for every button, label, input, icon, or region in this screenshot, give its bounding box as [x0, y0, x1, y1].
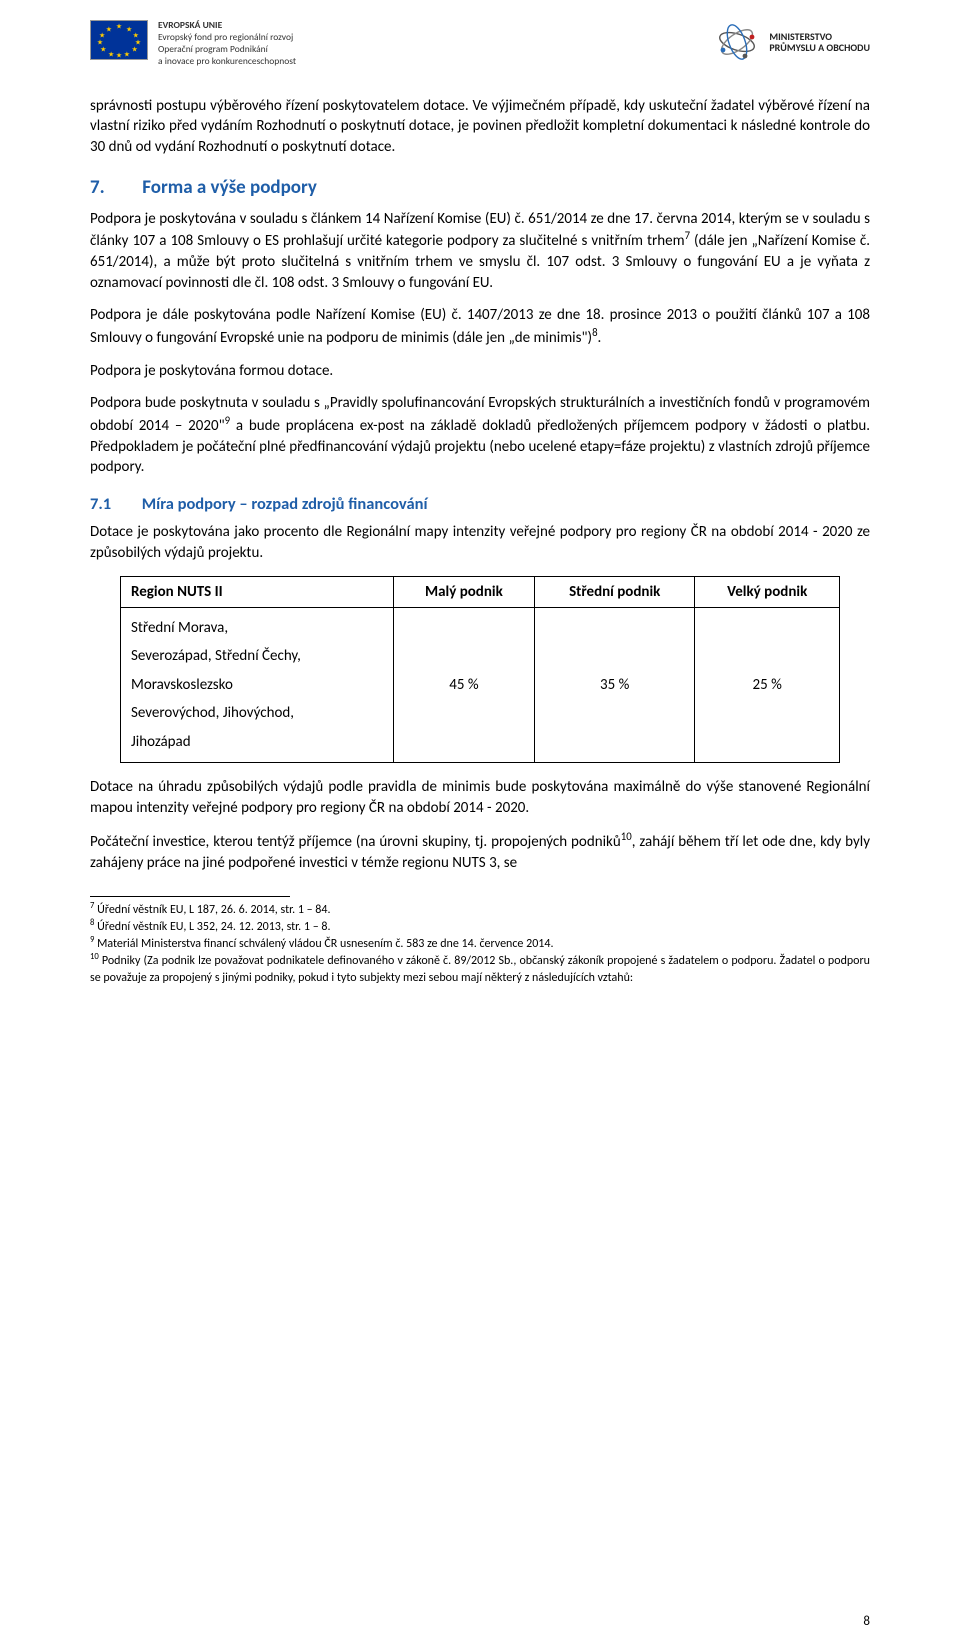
paragraph-s7-2: Podpora je dále poskytována podle Naříze… — [90, 305, 870, 348]
section-7-1-title: Míra podpory – rozpad zdrojů financování — [142, 494, 428, 514]
table-header-row: Region NUTS II Malý podnik Střední podni… — [121, 576, 840, 607]
region-line-2: Severozápad, Střední Čechy, — [131, 642, 383, 671]
region-line-5: Jihozápad — [131, 728, 383, 757]
footnote-7: 7 Úřední věstník EU, L 187, 26. 6. 2014,… — [90, 901, 870, 918]
ministry-labels: MINISTERSTVO PRŮMYSLU A OBCHODU — [769, 31, 870, 54]
paragraph-s71-1: Dotace je poskytována jako procento dle … — [90, 522, 870, 563]
paragraph-intro: správnosti postupu výběrového řízení pos… — [90, 96, 870, 158]
eu-label-4: a inovace pro konkurenceschopnost — [158, 56, 296, 68]
section-7-heading: 7. Forma a výše podpory — [90, 176, 870, 199]
region-line-1: Střední Morava, — [131, 614, 383, 643]
paragraph-s71-2: Dotace na úhradu způsobilých výdajů podl… — [90, 777, 870, 818]
th-large: Velký podnik — [695, 576, 840, 607]
section-7-title: Forma a výše podpory — [142, 176, 317, 199]
th-small: Malý podnik — [393, 576, 534, 607]
footnote-9: 9 Materiál Ministerstva financí schválen… — [90, 935, 870, 952]
page-number: 8 — [863, 1614, 870, 1629]
eu-label-2: Evropský fond pro regionální rozvoj — [158, 32, 296, 44]
footnote-9-text: Materiál Ministerstva financí schválený … — [94, 937, 553, 951]
section-7-num: 7. — [90, 176, 138, 199]
eu-labels: EVROPSKÁ UNIE Evropský fond pro regionál… — [158, 20, 296, 68]
paragraph-s7-1: Podpora je poskytována v souladu s článk… — [90, 209, 870, 294]
region-line-4: Severovýchod, Jihovýchod, — [131, 699, 383, 728]
p3a: Podpora je dále poskytována podle Naříze… — [90, 306, 870, 347]
paragraph-s7-3: Podpora je poskytována formou dotace. — [90, 361, 870, 382]
rates-table: Region NUTS II Malý podnik Střední podni… — [120, 576, 840, 764]
p3b: . — [598, 329, 602, 347]
footnote-10-text: Podniky (Za podnik lze považovat podnika… — [90, 954, 870, 984]
footnote-ref-10: 10 — [621, 830, 632, 843]
footnote-separator — [90, 896, 290, 897]
th-medium: Střední podnik — [534, 576, 694, 607]
footnote-7-text: Úřední věstník EU, L 187, 26. 6. 2014, s… — [94, 903, 330, 917]
td-small-val: 45 % — [393, 607, 534, 763]
header-ministry-block: MINISTERSTVO PRŮMYSLU A OBCHODU — [715, 20, 870, 64]
header-eu-block: ★ ★ ★ ★ ★ ★ ★ ★ ★ ★ ★ ★ EVROPSKÁ UNIE Ev… — [90, 20, 296, 68]
footnote-8: 8 Úřední věstník EU, L 352, 24. 12. 2013… — [90, 918, 870, 935]
footnote-10: 10 Podniky (Za podnik lze považovat podn… — [90, 952, 870, 985]
ministry-logo-icon — [715, 20, 759, 64]
page-header: ★ ★ ★ ★ ★ ★ ★ ★ ★ ★ ★ ★ EVROPSKÁ UNIE Ev… — [90, 20, 870, 68]
eu-flag-icon: ★ ★ ★ ★ ★ ★ ★ ★ ★ ★ ★ ★ — [90, 20, 148, 60]
region-line-3: Moravskoslezsko — [131, 671, 383, 700]
footnote-8-text: Úřední věstník EU, L 352, 24. 12. 2013, … — [94, 920, 330, 934]
ministry-label-2: PRŮMYSLU A OBCHODU — [769, 42, 870, 54]
section-7-1-heading: 7.1 Míra podpory – rozpad zdrojů financo… — [90, 494, 870, 514]
paragraph-s71-3: Počáteční investice, kterou tentýž příje… — [90, 830, 870, 873]
table-row: Střední Morava, Severozápad, Střední Čec… — [121, 607, 840, 763]
td-large-val: 25 % — [695, 607, 840, 763]
th-region: Region NUTS II — [121, 576, 394, 607]
td-medium-val: 35 % — [534, 607, 694, 763]
td-regions: Střední Morava, Severozápad, Střední Čec… — [121, 607, 394, 763]
paragraph-s7-4: Podpora bude poskytnuta v souladu s „Pra… — [90, 393, 870, 478]
p8a: Počáteční investice, kterou tentýž příje… — [90, 833, 621, 851]
eu-label-3: Operační program Podnikání — [158, 44, 296, 56]
section-7-1-num: 7.1 — [90, 494, 138, 514]
